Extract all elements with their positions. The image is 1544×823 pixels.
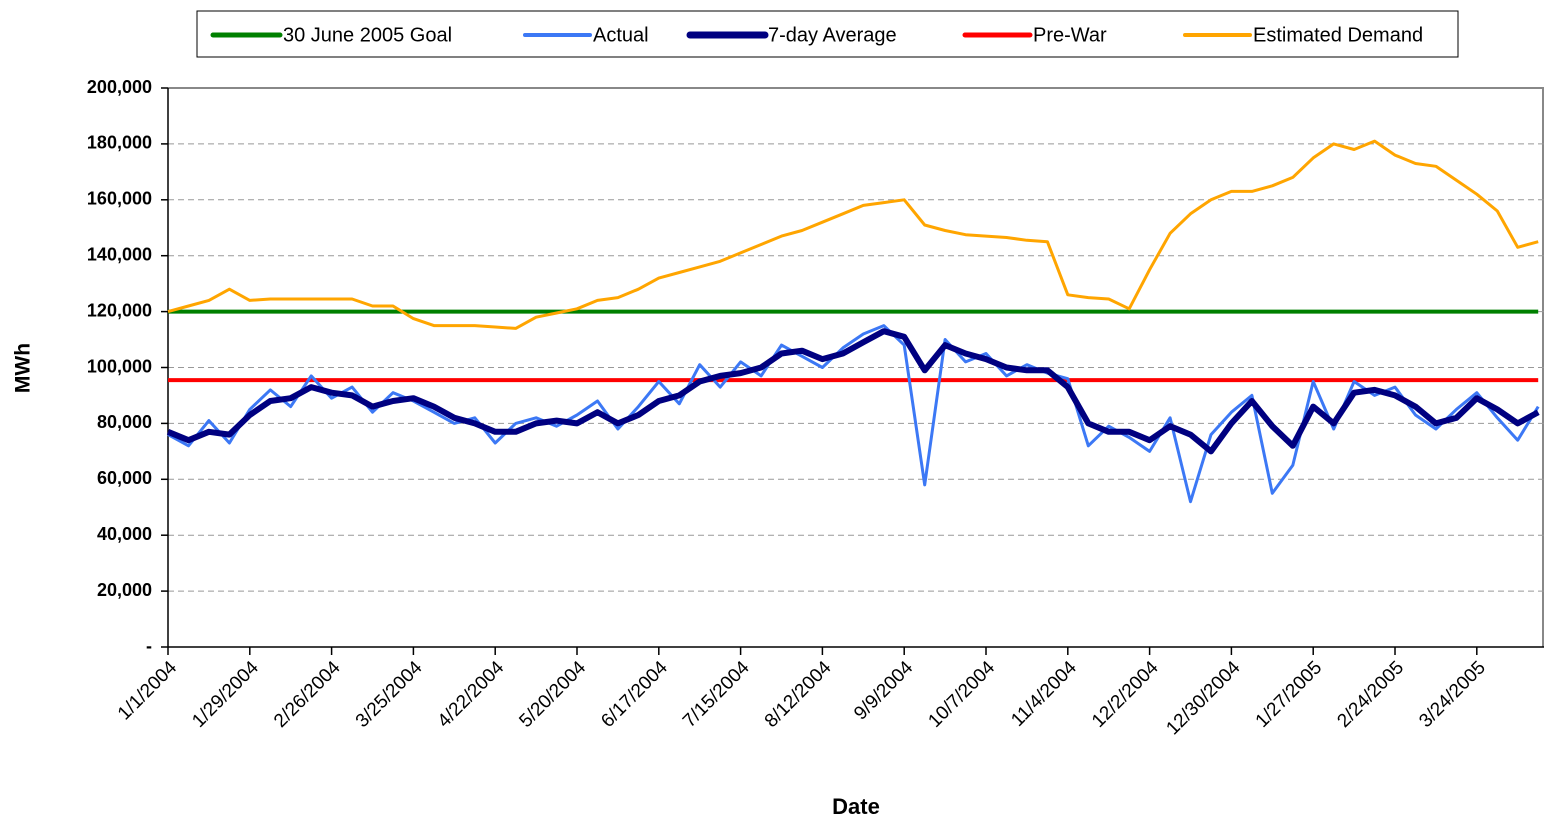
x-tick-label: 3/25/2004 [352, 657, 427, 732]
x-tick-label: 8/12/2004 [761, 657, 836, 732]
x-tick-label: 7/15/2004 [679, 657, 754, 732]
legend-label: 7-day Average [768, 24, 897, 46]
y-tick-label: 140,000 [87, 244, 152, 264]
x-tick-label: 12/30/2004 [1162, 657, 1244, 739]
x-tick-label: 3/24/2005 [1415, 657, 1490, 732]
x-tick-label: 2/26/2004 [270, 657, 345, 732]
y-tick-label: - [146, 636, 152, 656]
data-line [167, 324, 1540, 504]
y-tick-label: 180,000 [87, 133, 152, 153]
y-tick-label: 200,000 [87, 77, 152, 97]
y-tick-label: 60,000 [97, 468, 152, 488]
legend-label: 30 June 2005 Goal [283, 24, 452, 46]
y-tick-label: 160,000 [87, 189, 152, 209]
data-line [167, 139, 1539, 330]
x-tick-label: 10/7/2004 [924, 657, 999, 732]
x-tick-label: 5/20/2004 [515, 657, 590, 732]
x-tick-label: 6/17/2004 [597, 657, 672, 732]
y-tick-label: 40,000 [97, 524, 152, 544]
legend-label: Pre-War [1033, 24, 1107, 46]
y-tick-label: 120,000 [87, 300, 152, 320]
x-tick-label: 12/2/2004 [1088, 657, 1163, 732]
x-tick-label: 1/27/2005 [1252, 657, 1327, 732]
x-tick-label: 11/4/2004 [1007, 657, 1081, 731]
y-tick-label: 20,000 [97, 580, 152, 600]
x-tick-label: 9/9/2004 [850, 657, 917, 724]
x-tick-label: 2/24/2005 [1333, 657, 1408, 732]
y-tick-label: 100,000 [87, 356, 152, 376]
x-tick-label: 1/1/2004 [114, 657, 181, 724]
x-axis-label: Date [832, 794, 880, 819]
y-axis-label: MWh [12, 343, 35, 393]
x-tick-label: 4/22/2004 [434, 657, 509, 732]
x-tick-label: 1/29/2004 [188, 657, 263, 732]
legend-label: Estimated Demand [1253, 24, 1423, 46]
legend-label: Actual [593, 24, 649, 46]
data-line [166, 328, 1540, 455]
y-tick-label: 80,000 [97, 412, 152, 432]
